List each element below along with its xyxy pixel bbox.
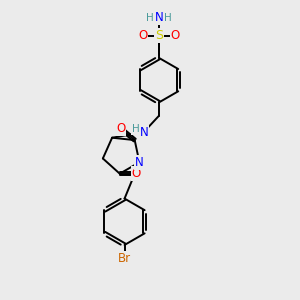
Text: H: H [146,13,154,23]
Text: O: O [116,122,125,135]
Text: H: H [132,124,140,134]
Text: H: H [164,13,172,23]
Text: N: N [154,11,163,24]
Text: Br: Br [118,252,131,265]
Text: N: N [140,126,148,139]
Text: S: S [155,29,163,42]
Text: O: O [138,29,147,42]
Text: O: O [171,29,180,42]
Text: N: N [135,156,144,169]
Text: O: O [131,167,141,180]
